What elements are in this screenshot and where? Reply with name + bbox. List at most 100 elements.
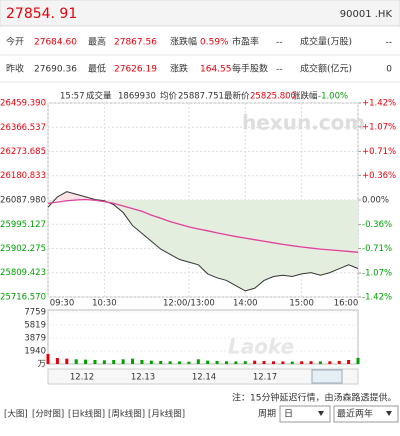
note: 注：15分钟延迟行情，由汤森路透提供。 [232, 392, 396, 404]
volume-bar [74, 359, 78, 364]
y-tick-label: 26366.537 [0, 123, 46, 133]
volume-bar [309, 361, 313, 364]
volume-bar [290, 361, 294, 364]
volume-bar [121, 359, 125, 364]
x-tick-label: 15:00 [289, 299, 314, 309]
y-tick-label: 25995.127 [0, 220, 46, 230]
volume-bar [347, 359, 351, 364]
period-select[interactable] [279, 405, 331, 423]
quote-label: 今开 [6, 36, 24, 48]
status-volume: 1869930 [118, 92, 156, 102]
y2-tick-label: +1.42% [362, 99, 396, 109]
volume-bar [215, 360, 219, 364]
quote-label: 市盈率 [232, 36, 259, 48]
dropdown-arrow [386, 411, 392, 416]
quote-label: 每手股数 [232, 63, 268, 75]
volume-bar [271, 361, 275, 364]
y2-tick-label: -1.42% [362, 293, 392, 303]
link[interactable]: [周k线图] [108, 409, 145, 420]
quote-label: 最低 [88, 63, 106, 75]
volume-bar [84, 359, 88, 364]
volume-bar [224, 361, 228, 364]
volume-bar [65, 358, 69, 364]
x-tick-label: 12:00/13:00 [163, 299, 215, 309]
volume-bar [318, 361, 322, 364]
y2-tick-label: +0.71% [362, 147, 396, 157]
volume-bar [300, 361, 304, 364]
quote-value: 164.55 [200, 65, 232, 75]
link[interactable]: [日k线图] [68, 409, 105, 420]
status-last: 25825.800 [250, 92, 296, 102]
volume-bar [178, 361, 182, 364]
average-line [47, 198, 359, 253]
quote-label: 成交额(亿元) [300, 63, 352, 75]
status-change-label: 涨跌幅 [292, 91, 318, 102]
volume-tick-label: 7759 [24, 308, 46, 318]
volume-bar [159, 360, 163, 364]
volume-bar [337, 360, 341, 364]
volume-bar [168, 361, 172, 364]
y-tick-label: 26273.685 [0, 147, 46, 157]
volume-frame [47, 309, 359, 365]
watermark: hexun.com [242, 111, 365, 135]
price-area-up [48, 191, 358, 200]
range-select[interactable] [333, 405, 399, 423]
volume-bar [93, 359, 97, 364]
quote-value: 0.59% [200, 38, 229, 48]
header-bar [0, 0, 400, 27]
dropdown-arrow [318, 411, 324, 416]
quote-value: -- [386, 38, 393, 48]
volume-tick-label: 1940 [24, 346, 46, 356]
volume-tick-label: 5819 [24, 321, 46, 331]
navigator-handle[interactable] [311, 369, 343, 384]
x-tick-label: 09:30 [50, 299, 75, 309]
quote-label: 成交量(万股) [300, 36, 352, 48]
quote-value: 27626.19 [114, 65, 157, 75]
y2-tick-label: +1.07% [362, 122, 396, 132]
link[interactable]: [大图] [4, 409, 28, 420]
quote-value: -- [276, 38, 283, 48]
nav-date: 12.14 [192, 373, 216, 383]
quote-value: 27690.36 [34, 65, 77, 75]
link[interactable]: [月k线图] [148, 409, 185, 420]
x-tick-label: 10:30 [92, 299, 117, 309]
period-value: 日 [284, 409, 293, 420]
status-change: -1.00% [318, 92, 348, 102]
navigator[interactable] [47, 368, 359, 385]
y2-tick-label: +0.36% [362, 171, 396, 181]
x-tick-label: 16:00 [334, 299, 359, 309]
quote-label: 涨跌 [170, 64, 188, 75]
link[interactable]: [分时图] [32, 409, 64, 420]
volume-bar [328, 361, 332, 364]
volume-bar [196, 359, 200, 364]
volume-bar [281, 361, 285, 364]
y-tick-label: 26459.390 [0, 99, 46, 109]
status-avg-label: 均价 [160, 91, 178, 102]
volume-bar [356, 357, 360, 364]
y-tick-label: 26087.980 [0, 196, 46, 206]
volume-bar [243, 361, 247, 364]
range-value: 最近两年 [337, 408, 373, 420]
period-label: 周期 [258, 409, 276, 420]
volume-bar [206, 360, 210, 364]
y2-tick-label: -0.36% [362, 220, 392, 230]
quote-value: 27684.60 [34, 38, 77, 48]
header-code: 90001 .HK [340, 9, 393, 20]
volume-bar [102, 360, 106, 364]
volume-bar [140, 359, 144, 364]
volume-bar [112, 359, 116, 364]
status-time: 15:57 [60, 92, 85, 102]
y-tick-label: 25716.570 [0, 293, 46, 303]
volume-bar [55, 357, 59, 364]
volume-bar [149, 360, 153, 364]
status-volume-label: 成交量 [86, 91, 112, 102]
volume-bar [262, 360, 266, 364]
y2-tick-label: -1.07% [362, 269, 392, 279]
y-tick-label: 25902.275 [0, 244, 46, 254]
status-avg: 25887.751 [178, 92, 224, 102]
y2-tick-label: -0.71% [362, 244, 392, 254]
volume-tick-label: 3879 [24, 334, 46, 344]
volume-unit: 万 [37, 360, 46, 370]
quote-value: 0 [386, 65, 392, 75]
